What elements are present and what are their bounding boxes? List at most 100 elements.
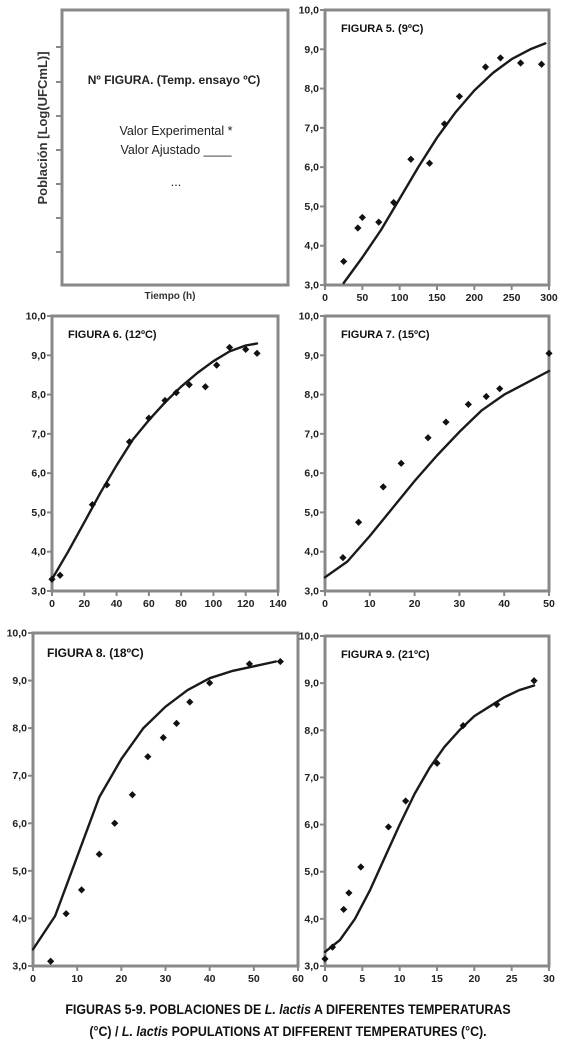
caption-line-2: (°C) / L. lactis POPULATIONS AT DIFFEREN… bbox=[23, 1021, 553, 1043]
chart-5: 3,0 4,0 5,0 6,0 7,0 8,0 9,0 10,0 0 50 100 150 200 250… bbox=[299, 5, 558, 305]
x-tick-label: 0 bbox=[30, 973, 36, 985]
data-point bbox=[496, 54, 505, 62]
y-tick-label: 8,0 bbox=[304, 725, 319, 737]
legend-panel-title: Nº FIGURA. (Temp. ensayo ºC) bbox=[88, 73, 261, 87]
data-point bbox=[530, 677, 538, 685]
y-tick-label: 7,0 bbox=[304, 122, 319, 134]
data-point bbox=[56, 571, 64, 579]
y-tick-label: 7,0 bbox=[12, 770, 27, 782]
data-point bbox=[321, 955, 329, 963]
data-point bbox=[355, 518, 363, 526]
caption-l2b: L. lactis bbox=[121, 1024, 169, 1039]
x-tick-label: 50 bbox=[543, 598, 555, 610]
data-point bbox=[397, 459, 405, 467]
y-tick-label: 6,0 bbox=[12, 818, 27, 830]
y-tick-label: 3,0 bbox=[31, 586, 46, 598]
caption-line-1: FIGURAS 5-9. POBLACIONES DE L. lactis A … bbox=[23, 999, 553, 1021]
data-point bbox=[459, 721, 467, 730]
legend-panel-xlabel: Tiempo (h) bbox=[145, 291, 196, 302]
y-tick-label: 5,0 bbox=[304, 866, 319, 878]
legend-panel: Población [Log(UFCmL)] Tiempo (h) Nº FIG… bbox=[35, 8, 290, 302]
data-point bbox=[206, 679, 214, 687]
y-tick-label: 6,0 bbox=[31, 468, 46, 480]
data-point bbox=[442, 418, 450, 426]
data-point bbox=[402, 797, 410, 805]
y-tick-label: 4,0 bbox=[304, 913, 319, 925]
y-tick-label: 4,0 bbox=[304, 240, 319, 252]
y-tick-label: 6,0 bbox=[304, 468, 319, 480]
chart-6: 3,0 4,0 5,0 6,0 7,0 8,0 9,0 10,0 0 20 40 60 80 100 120… bbox=[26, 311, 287, 611]
data-point bbox=[481, 63, 490, 71]
data-point bbox=[48, 575, 56, 583]
y-tick-label: 10,0 bbox=[7, 628, 28, 640]
y-tick-label: 5,0 bbox=[12, 865, 27, 877]
data-point bbox=[464, 400, 472, 408]
y-tick-label: 8,0 bbox=[31, 389, 46, 401]
x-tick-label: 250 bbox=[503, 292, 521, 304]
data-point bbox=[185, 381, 193, 389]
legend-panel-ticks bbox=[56, 46, 62, 253]
x-tick-label: 20 bbox=[468, 973, 480, 985]
data-point bbox=[407, 155, 415, 163]
data-point bbox=[354, 224, 362, 232]
y-tick-label: 5,0 bbox=[304, 201, 319, 213]
x-tick-label: 40 bbox=[111, 598, 123, 610]
data-point bbox=[455, 92, 463, 101]
y-tick-label: 9,0 bbox=[304, 44, 319, 56]
y-tick-label: 8,0 bbox=[12, 723, 27, 735]
data-point bbox=[77, 886, 86, 894]
data-point bbox=[517, 59, 525, 67]
data-point bbox=[144, 753, 152, 761]
data-point bbox=[161, 396, 169, 405]
x-tick-label: 25 bbox=[506, 973, 518, 985]
charts-group: 3,04,05,06,07,08,09,010,00 50 100 150 200 250… bbox=[7, 5, 558, 986]
data-point bbox=[128, 791, 136, 799]
data-point bbox=[390, 198, 398, 207]
data-point bbox=[159, 734, 167, 742]
y-tick-label: 7,0 bbox=[31, 428, 46, 440]
caption-l2a: (°C) / bbox=[89, 1024, 122, 1039]
plot-frame bbox=[31, 631, 300, 968]
chart-8: 3,0 4,0 5,0 6,0 7,0 8,0 9,0 10,0 0 10 20 30 40 50 60 FI… bbox=[7, 628, 304, 986]
x-tick-label: 20 bbox=[409, 598, 421, 610]
x-tick-label: 15 bbox=[431, 973, 443, 985]
y-tick-label: 10,0 bbox=[299, 311, 320, 323]
legend-panel-ellipsis: ... bbox=[171, 175, 181, 189]
x-tick-label: 300 bbox=[540, 292, 558, 304]
y-tick-label: 8,0 bbox=[304, 83, 319, 95]
caption-l1a: FIGURAS 5-9. POBLACIONES DE bbox=[65, 1002, 265, 1017]
x-tick-label: 10 bbox=[394, 973, 406, 985]
data-point bbox=[493, 700, 501, 708]
data-point bbox=[145, 414, 153, 422]
data-point bbox=[537, 60, 546, 68]
legend-panel-fitted: Valor Ajustado ____ bbox=[121, 143, 233, 157]
data-point bbox=[340, 905, 348, 914]
data-point bbox=[225, 343, 234, 352]
legend-panel-frame bbox=[60, 8, 290, 287]
plot-frame bbox=[323, 634, 551, 968]
data-point bbox=[172, 719, 181, 727]
fitted-line bbox=[31, 660, 278, 951]
plot-frame bbox=[323, 8, 551, 287]
caption-l1c: A DIFERENTES TEMPERATURAS bbox=[311, 1002, 511, 1017]
y-tick-label: 3,0 bbox=[12, 961, 27, 973]
data-point bbox=[375, 218, 383, 226]
data-point bbox=[345, 889, 353, 897]
data-point bbox=[253, 349, 261, 357]
x-tick-label: 60 bbox=[143, 598, 155, 610]
y-tick-label: 8,0 bbox=[304, 389, 319, 401]
caption-l2c: POPULATIONS AT DIFFERENT TEMPERATURES (°… bbox=[168, 1024, 487, 1039]
data-point bbox=[47, 957, 55, 965]
chart-title: FIGURA 8. (18ºC) bbox=[47, 646, 144, 660]
data-point bbox=[62, 910, 70, 918]
data-point bbox=[545, 349, 553, 357]
y-tick-label: 3,0 bbox=[304, 586, 319, 598]
data-point bbox=[88, 500, 96, 509]
x-tick-label: 50 bbox=[356, 292, 368, 304]
data-point bbox=[186, 698, 194, 706]
data-point bbox=[95, 850, 103, 858]
data-point bbox=[340, 257, 348, 266]
data-point bbox=[328, 943, 337, 951]
x-tick-label: 5 bbox=[359, 973, 365, 985]
chart-title: FIGURA 6. (12ºC) bbox=[68, 329, 157, 341]
